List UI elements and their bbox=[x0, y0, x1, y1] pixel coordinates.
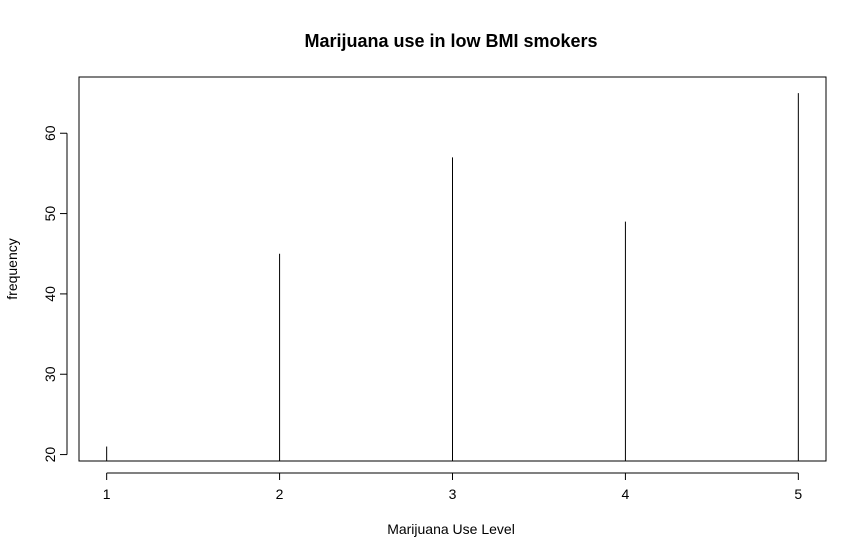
y-tick-label: 30 bbox=[42, 366, 58, 382]
chart-title: Marijuana use in low BMI smokers bbox=[304, 31, 597, 51]
bars bbox=[106, 93, 799, 461]
x-axis-label: Marijuana Use Level bbox=[387, 521, 515, 537]
x-tick-label: 5 bbox=[794, 486, 802, 502]
y-axis-label: frequency bbox=[4, 238, 20, 299]
y-tick-label: 40 bbox=[42, 286, 58, 302]
y-tick-label: 50 bbox=[42, 206, 58, 222]
y-tick-label: 60 bbox=[42, 125, 58, 141]
x-tick-label: 3 bbox=[449, 486, 457, 502]
x-tick-label: 4 bbox=[622, 486, 630, 502]
x-tick-label: 2 bbox=[276, 486, 284, 502]
x-axis: 1 2 3 4 5 bbox=[103, 472, 802, 502]
y-axis: 20 30 40 50 60 bbox=[42, 125, 68, 463]
y-tick-label: 20 bbox=[42, 447, 58, 463]
x-tick-label: 1 bbox=[103, 486, 111, 502]
